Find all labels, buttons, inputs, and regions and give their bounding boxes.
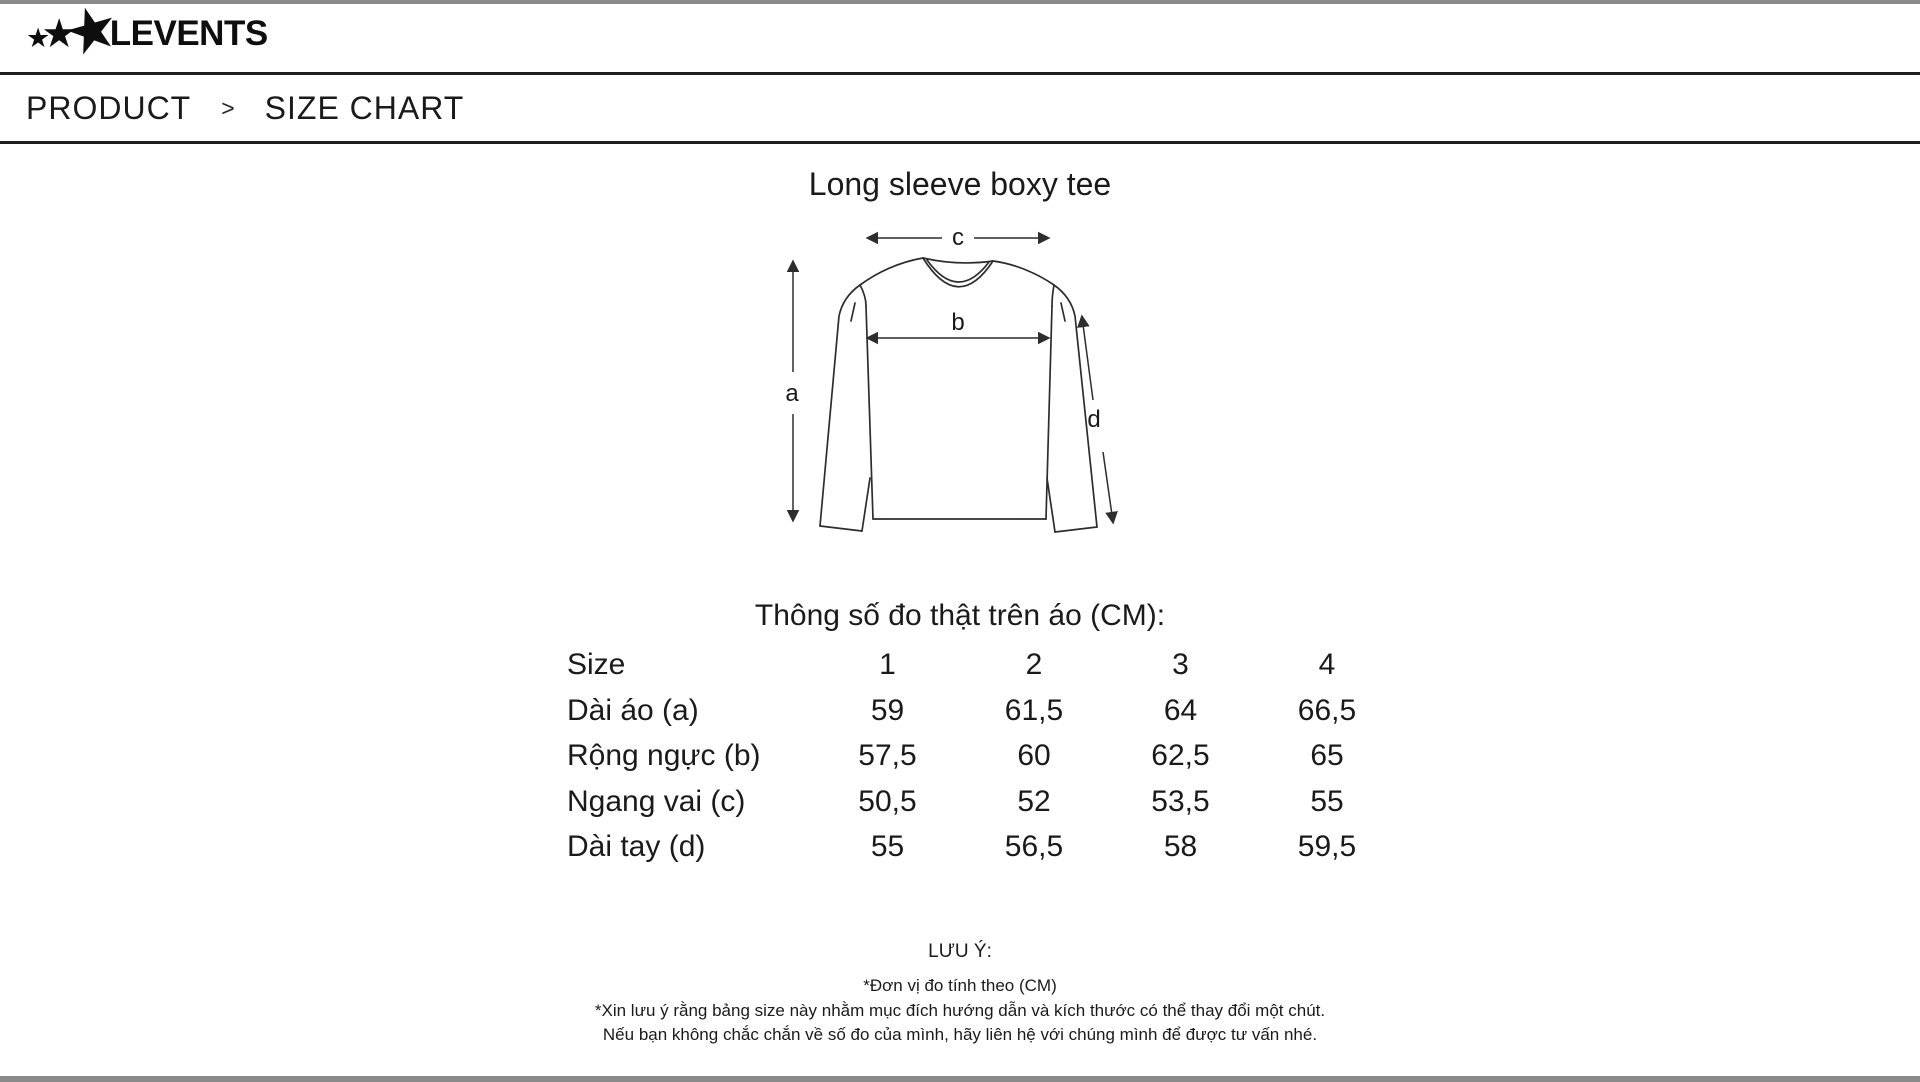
table-row-label: Ngang vai (c) xyxy=(567,784,746,818)
brand-logo[interactable]: ★ ★ ★ LEVENTS xyxy=(26,0,268,70)
table-cell: 65 xyxy=(1310,739,1344,772)
size-table: Size 1 2 3 4 Dài áo (a) 59 61,5 64 66,5 … xyxy=(563,642,1400,870)
table-cell: 55 xyxy=(870,830,905,863)
table-cell: 61,5 xyxy=(1004,693,1064,727)
table-row-label: Dài áo (a) xyxy=(567,693,699,727)
table-cell: 64 xyxy=(1163,693,1198,727)
star-icon: ★ xyxy=(26,23,51,53)
breadcrumb-item-size-chart[interactable]: SIZE CHART xyxy=(264,89,465,126)
breadcrumb-separator: > xyxy=(221,94,235,121)
shirt-measurement-diagram: c b a d xyxy=(785,224,1118,533)
diagram-label-b: b xyxy=(951,309,964,336)
table-header-col-2: 2 xyxy=(1025,648,1043,681)
notes-section: LƯU Ý: *Đơn vị đo tính theo (CM) *Xin lư… xyxy=(0,940,1920,1048)
note-line: *Xin lưu ý rằng bảng size này nhằm mục đ… xyxy=(594,1000,1326,1020)
table-row-label: Rộng ngực (b) xyxy=(567,739,761,772)
table-row-label: Dài tay (d) xyxy=(567,830,706,863)
table-cell: 57,5 xyxy=(858,739,917,772)
arrow-d xyxy=(1077,314,1094,401)
brand-name: LEVENTS xyxy=(109,14,268,53)
table-header-col-4: 4 xyxy=(1318,648,1336,681)
notes-heading: LƯU Ý: xyxy=(928,941,992,962)
table-header-col-1: 1 xyxy=(879,648,896,681)
table-cell: 66,5 xyxy=(1297,693,1357,727)
size-table-heading: Thông số đo thật trên áo (CM): xyxy=(754,599,1166,632)
table-cell: 52 xyxy=(1017,784,1051,818)
top-accent-bar xyxy=(0,0,1920,4)
diagram-label-c: c xyxy=(952,224,964,251)
arrow-d xyxy=(1102,451,1118,525)
table-header-size: Size xyxy=(567,648,626,681)
table-cell: 59 xyxy=(870,693,905,727)
star-icon: ★ xyxy=(41,12,78,56)
header-divider xyxy=(0,72,1920,75)
bottom-accent-bar xyxy=(0,1076,1920,1082)
breadcrumb-item-product[interactable]: PRODUCT xyxy=(26,89,192,126)
table-cell: 59,5 xyxy=(1297,830,1357,863)
measurement-arrows xyxy=(786,231,1118,525)
breadcrumb: PRODUCT > SIZE CHART xyxy=(26,77,464,139)
note-line: Nếu bạn không chắc chắn về số đo của mìn… xyxy=(602,1025,1318,1044)
table-cell: 58 xyxy=(1163,830,1198,863)
table-cell: 60 xyxy=(1017,739,1051,772)
star-icon: ★ xyxy=(55,0,127,71)
table-header-col-3: 3 xyxy=(1172,648,1189,681)
diagram-label-d: d xyxy=(1087,406,1100,433)
table-cell: 53,5 xyxy=(1151,784,1210,818)
table-cell: 50,5 xyxy=(858,784,917,818)
note-line: *Đơn vị đo tính theo (CM) xyxy=(863,976,1057,995)
breadcrumb-divider xyxy=(0,141,1920,144)
tshirt-outline-drawing xyxy=(819,257,1098,533)
table-cell: 55 xyxy=(1310,784,1344,818)
diagram-label-a: a xyxy=(785,380,799,407)
table-cell: 62,5 xyxy=(1151,739,1210,772)
table-cell: 56,5 xyxy=(1004,830,1064,863)
product-title: Long sleeve boxy tee xyxy=(808,166,1112,202)
